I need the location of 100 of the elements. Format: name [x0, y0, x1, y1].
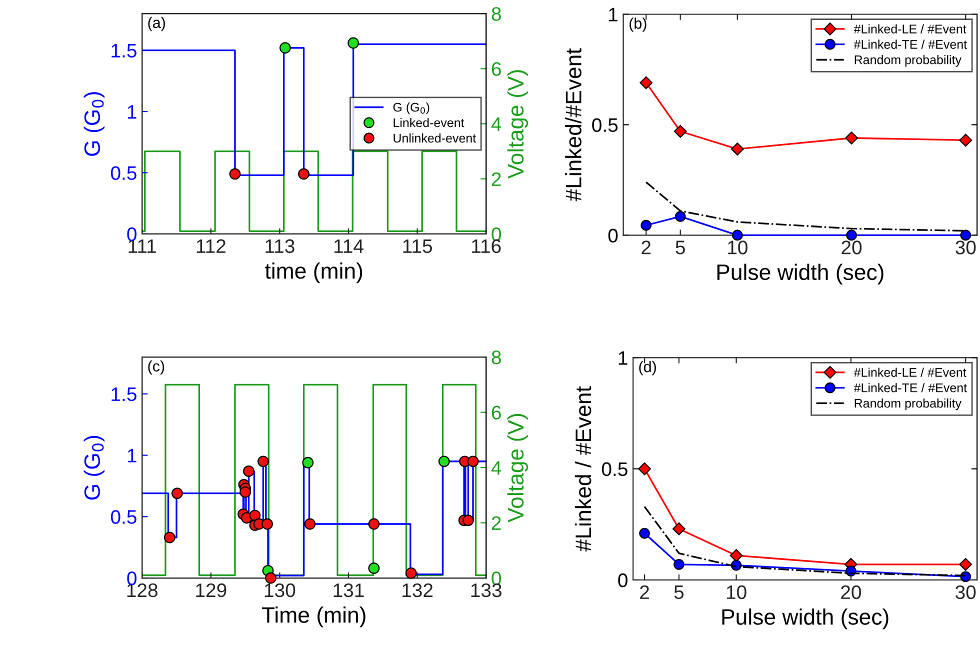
- point: [405, 567, 417, 579]
- point: [171, 488, 183, 500]
- y-tick-label: 0: [127, 571, 136, 586]
- y-tick-label: 1: [128, 448, 136, 462]
- point: [640, 220, 652, 231]
- y2-tick-label: 4: [491, 461, 502, 475]
- y-axis-title: #Linked / #Event: [574, 386, 592, 552]
- point: [229, 168, 241, 180]
- x-tick-label: 5: [674, 586, 684, 600]
- x-tick-label: 2: [640, 585, 649, 599]
- point: [438, 456, 450, 468]
- x-tick-label: 128: [127, 583, 158, 598]
- legend-label: Random probability: [854, 398, 962, 410]
- annotation: (c): [148, 360, 164, 375]
- point: [262, 518, 274, 530]
- point: [279, 42, 291, 54]
- point: [674, 558, 684, 570]
- x-tick-label: 30: [956, 240, 976, 254]
- x-axis-title: time (min): [265, 262, 362, 284]
- legend-label: Unlinked-event: [394, 133, 476, 143]
- y-tick-label: 0: [618, 573, 628, 588]
- annotation: (d): [639, 361, 656, 376]
- point: [298, 168, 310, 180]
- point: [638, 462, 651, 476]
- x-tick-label: 129: [196, 583, 226, 598]
- x-axis-title: Pulse width (sec): [722, 608, 888, 630]
- y2-tick-label: 2: [492, 172, 501, 186]
- y-tick-label: 1.5: [112, 388, 136, 402]
- point: [265, 572, 276, 584]
- legend-label: #Linked-LE / #Event: [854, 368, 966, 377]
- x-tick-label: 131: [334, 583, 364, 598]
- y-tick-label: 0.5: [592, 118, 618, 132]
- y2-tick-label: 8: [492, 350, 501, 364]
- x-tick-label: 116: [472, 239, 501, 254]
- y-tick-label: 0: [608, 228, 618, 242]
- x-tick-label: 115: [403, 240, 432, 254]
- point: [368, 562, 380, 574]
- y-tick-label: 1: [128, 105, 136, 119]
- y-tick-label: 0.5: [602, 462, 628, 476]
- point: [240, 486, 251, 498]
- x-tick-label: 132: [402, 583, 433, 598]
- point: [674, 124, 687, 138]
- y2-tick-label: 8: [492, 7, 501, 21]
- legend-label: #Linked-TE / #Event: [854, 40, 967, 49]
- point: [302, 456, 314, 468]
- legend-label: #Linked-TE / #Event: [854, 383, 967, 392]
- x-tick-label: 10: [728, 240, 748, 254]
- x-tick-label: 114: [334, 240, 364, 253]
- legend-label: G (G$_{0}$): [393, 102, 430, 114]
- y-axis-title: G (G$_{0}$): [84, 436, 104, 500]
- x-tick-label: 130: [264, 583, 296, 598]
- point: [672, 522, 686, 536]
- y-tick-label: 1: [609, 8, 618, 22]
- y2-tick-label: 4: [491, 117, 502, 131]
- y-tick-label: 0.5: [110, 166, 136, 180]
- point: [467, 456, 479, 468]
- point: [304, 518, 316, 530]
- x-tick-label: 20: [841, 585, 861, 600]
- y-axis-title: G (G$_{0}$): [84, 92, 104, 156]
- y-tick-label: 1.5: [112, 44, 136, 58]
- y2-tick-label: 6: [492, 406, 501, 420]
- x-tick-label: 111: [128, 240, 156, 253]
- x-tick-label: 112: [196, 239, 226, 253]
- point: [257, 456, 269, 468]
- point: [674, 211, 686, 222]
- y-axis-title: #Linked/#Event: [565, 48, 582, 202]
- point: [845, 132, 858, 144]
- x-tick-label: 10: [726, 585, 746, 600]
- point: [164, 532, 176, 544]
- point: [348, 37, 360, 49]
- point: [959, 134, 972, 147]
- point: [960, 230, 972, 241]
- y-tick-label: 0.5: [110, 510, 136, 524]
- x-tick-label: 2: [642, 240, 651, 254]
- annotation: (a): [148, 16, 165, 32]
- point: [730, 549, 743, 562]
- x-axis-title: Time (min): [262, 606, 366, 628]
- y2-tick-label: 6: [492, 62, 501, 76]
- y-tick-label: 1: [618, 351, 628, 365]
- legend-label: #Linked-LE / #Event: [854, 24, 966, 34]
- point: [462, 514, 474, 526]
- point: [243, 466, 254, 477]
- y-tick-label: 0: [127, 227, 136, 242]
- legend-label: Linked-event: [394, 118, 464, 128]
- x-tick-label: 5: [676, 240, 685, 254]
- x-axis-title: Pulse width (sec): [717, 264, 884, 284]
- y2-axis-title: Voltage (V): [507, 70, 528, 179]
- point: [730, 142, 744, 156]
- x-tick-label: 20: [842, 240, 862, 254]
- x-tick-label: 113: [266, 239, 294, 254]
- y2-axis-title: Voltage (V): [507, 414, 528, 522]
- point: [959, 558, 972, 571]
- legend-label: Random probability: [854, 55, 962, 67]
- point: [640, 76, 653, 90]
- x-tick-label: 133: [471, 583, 502, 598]
- point: [368, 518, 380, 530]
- point: [732, 230, 743, 241]
- point: [249, 510, 261, 522]
- point: [846, 230, 857, 241]
- y2-tick-label: 2: [492, 516, 501, 530]
